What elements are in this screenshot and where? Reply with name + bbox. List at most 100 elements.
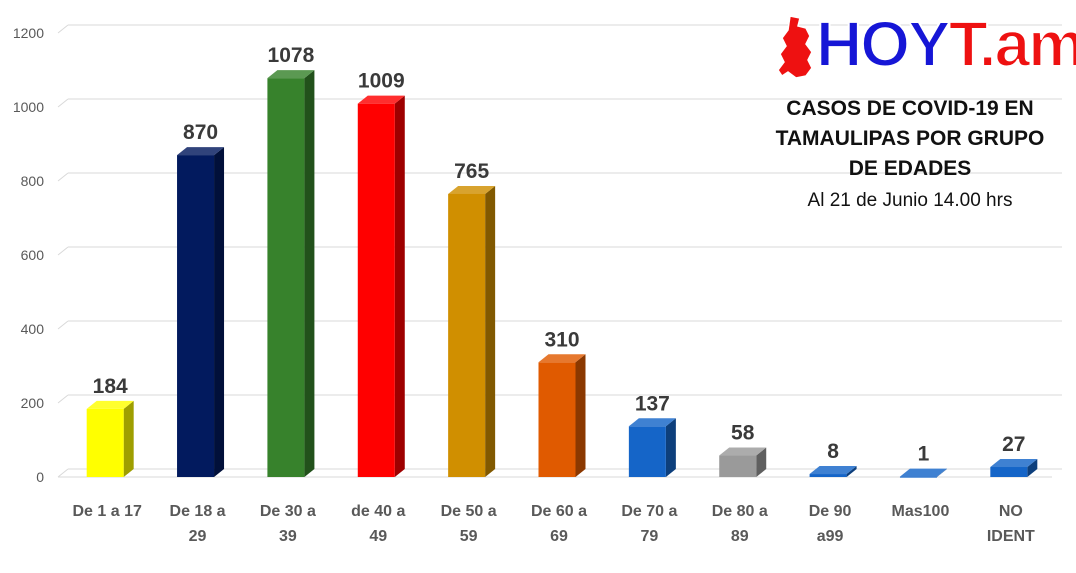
bar-top: [86, 400, 134, 409]
bar-front: [538, 362, 576, 477]
chart-title-block: CASOS DE COVID-19 EN TAMAULIPAS POR GRUP…: [760, 94, 1060, 216]
chart-title-line: CASOS DE COVID-19 EN: [786, 97, 1034, 120]
data-labels: 184 870 1078 1009 765 310 137 58 8 1 27: [93, 44, 1026, 465]
data-label: 870: [183, 121, 218, 144]
y-tick-label: 1000: [13, 99, 44, 115]
bar-side: [1027, 459, 1038, 477]
brand-logo-part1: HOY: [815, 7, 952, 81]
x-tick-label: 39: [279, 528, 297, 545]
bar-front: [448, 193, 486, 477]
chart-subtitle: Al 21 de Junio 14.00 hrs: [807, 190, 1013, 211]
bar-top: [177, 147, 225, 156]
bar-front: [628, 426, 666, 477]
x-tick-label: 49: [369, 528, 387, 545]
bar-top: [538, 354, 586, 363]
bar: [448, 185, 496, 477]
gridlines: [57, 24, 1062, 478]
y-tick-label: 600: [21, 247, 45, 263]
gridline-depth: [57, 394, 69, 404]
gridline-depth: [57, 98, 69, 108]
bar-top: [448, 185, 496, 194]
y-tick-label: 1200: [13, 25, 44, 41]
x-tick-label: IDENT: [987, 528, 1035, 545]
bar: [86, 400, 134, 477]
bar-front: [719, 455, 757, 477]
bar-front: [357, 103, 395, 478]
data-label: 27: [1002, 433, 1025, 456]
x-tick-label: 89: [731, 528, 749, 545]
data-label: 184: [93, 375, 128, 398]
y-tick-label: 0: [36, 469, 44, 485]
gridline-depth: [57, 246, 69, 256]
bar-side: [846, 466, 857, 477]
bar-front: [267, 78, 305, 477]
x-tick-label: de 40 a: [351, 503, 405, 520]
tamaulipas-map-icon: [777, 15, 813, 79]
x-tick-label: De 50 a: [441, 503, 497, 520]
x-axis: De 1 a 17 De 18 a 29 De 30 a 39 de 40 a 49 De 5…: [72, 503, 1035, 545]
bar-side: [214, 147, 225, 477]
bar: [177, 147, 225, 477]
y-tick-label: 200: [21, 395, 45, 411]
bar-top: [719, 447, 767, 456]
bar-front: [177, 155, 215, 477]
data-label: 8: [827, 440, 839, 463]
chart-title-line: DE EDADES: [848, 157, 972, 180]
gridline-depth: [57, 468, 69, 478]
x-tick-label: De 90: [809, 503, 852, 520]
bar-top: [990, 459, 1038, 468]
x-tick-label: Mas100: [892, 503, 950, 520]
bars: [86, 70, 1038, 478]
x-tick-label: 59: [460, 528, 478, 545]
data-label: 765: [454, 160, 489, 183]
bar: [538, 354, 586, 477]
data-label: 137: [635, 392, 670, 415]
bar-top: [357, 95, 405, 104]
x-tick-label: De 30 a: [260, 503, 316, 520]
bar-front: [86, 408, 124, 477]
data-label: 58: [731, 422, 755, 445]
bar-front: [809, 474, 847, 477]
x-tick-label: De 18 a: [170, 503, 226, 520]
bar: [990, 459, 1038, 477]
y-tick-label: 800: [21, 173, 45, 189]
bar-front: [990, 467, 1028, 477]
bar-side: [123, 400, 134, 477]
data-label: 1009: [358, 70, 405, 93]
bar: [267, 70, 315, 477]
x-tick-label: a99: [817, 528, 844, 545]
brand-logo: HOYT.am: [815, 6, 1076, 82]
bar-side: [485, 185, 496, 477]
data-label: 1: [918, 443, 930, 466]
bar: [719, 447, 767, 477]
bar-front: [899, 476, 937, 478]
x-tick-label: De 80 a: [712, 503, 768, 520]
y-axis: 0 200 400 600 800 1000 1200: [13, 25, 44, 485]
x-tick-label: NO: [999, 503, 1023, 520]
bar-side: [394, 95, 405, 478]
gridline-depth: [57, 320, 69, 330]
bar-side: [936, 468, 947, 477]
bar-top: [267, 70, 315, 79]
bar-side: [575, 354, 586, 477]
y-tick-label: 400: [21, 321, 45, 337]
x-tick-label: 79: [640, 528, 658, 545]
x-tick-label: De 1 a 17: [72, 503, 141, 520]
bar: [357, 95, 405, 478]
bar-top: [628, 418, 676, 427]
x-tick-label: 69: [550, 528, 568, 545]
bar-side: [756, 447, 767, 477]
data-label: 1078: [268, 44, 315, 67]
bar: [899, 468, 947, 478]
chart-title-line: TAMAULIPAS POR GRUPO: [775, 127, 1045, 150]
bar-side: [304, 70, 315, 477]
x-tick-label: 29: [189, 528, 207, 545]
bar: [809, 466, 857, 477]
bar: [628, 418, 676, 477]
brand-logo-part2: T.am: [948, 7, 1076, 81]
gridline-depth: [57, 172, 69, 182]
x-tick-label: De 60 a: [531, 503, 587, 520]
bar-top: [899, 468, 947, 477]
data-label: 310: [544, 328, 579, 351]
